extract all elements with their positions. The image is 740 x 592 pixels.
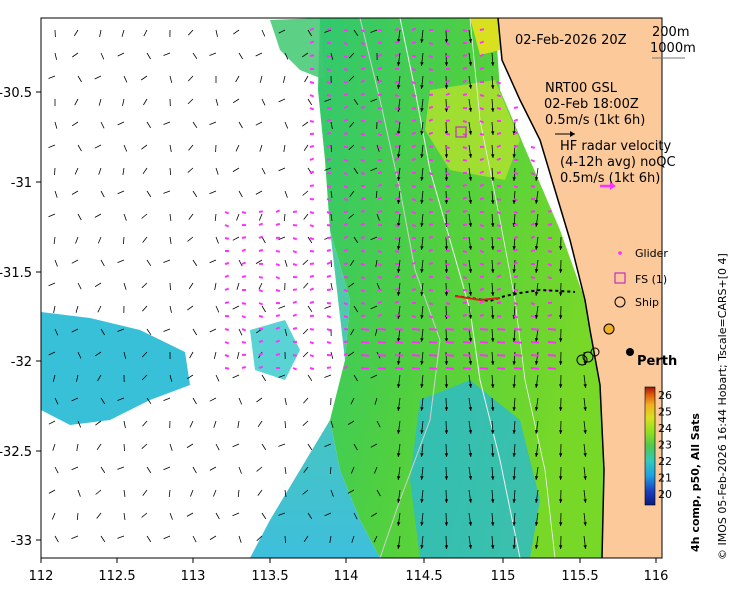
sst-mid-patches [250, 320, 300, 380]
hf-radar-scale-arrowhead [610, 182, 616, 190]
colorbar-label: 4h comp, p50, All Sats [689, 413, 702, 552]
y-tick-label: -33 [11, 534, 32, 549]
ship-legend-label: Ship [635, 296, 659, 309]
x-axis: 112 112.5 113 113.5 114 114.5 115 115.5 116 [29, 558, 669, 584]
isobath-inner [469, 18, 556, 558]
x-tick-label: 115.5 [561, 569, 598, 584]
x-tick-label: 114 [334, 569, 359, 584]
y-tick-label: -32.5 [0, 445, 32, 460]
isobath-label-200m: 200m [652, 25, 689, 40]
hf-radar-scale: 0.5m/s (1kt 6h) [560, 171, 660, 186]
isobath-1000m [359, 18, 441, 558]
credit-text: © IMOS 05-Feb-2026 16:44 Hobart; Tscale=… [716, 253, 729, 560]
colorbar-tick-label: 24 [658, 422, 672, 435]
hf-radar-title: HF radar velocity [560, 139, 672, 154]
glider-legend-icon [618, 251, 622, 255]
isobath-200m [399, 18, 521, 558]
x-tick-label: 113.5 [251, 569, 288, 584]
x-tick-label: 113 [181, 569, 206, 584]
colorbar [644, 386, 656, 506]
sst-warm-patch-top [470, 18, 500, 55]
fs-station-marker [455, 126, 467, 138]
colorbar-tick-label: 25 [658, 406, 672, 419]
hf-radar-vectors [224, 27, 557, 371]
y-tick-label: -31.5 [0, 266, 32, 281]
ship-marker [603, 323, 615, 335]
fs-legend-label: FS (1) [635, 273, 667, 286]
sst-western-plume [41, 312, 190, 425]
datetime-label: 02-Feb-2026 20Z [515, 33, 627, 48]
colorbar-tick-label: 22 [658, 455, 672, 468]
colorbar-tick-label: 21 [658, 472, 672, 485]
nrt-title: NRT00 GSL [545, 81, 618, 96]
ship-legend-icon [614, 296, 626, 308]
colorbar-tick-label: 23 [658, 439, 672, 452]
x-tick-label: 116 [644, 569, 669, 584]
colorbar-tick-label: 20 [658, 488, 672, 501]
y-tick-label: -32 [11, 355, 32, 370]
perth-label: Perth [637, 354, 677, 369]
nrt-scale-arrowhead [570, 131, 575, 137]
isobath-label-1000m: 1000m [650, 41, 696, 56]
y-tick-label: -30.5 [0, 86, 32, 101]
sst-shelf-band [318, 18, 605, 558]
fs-legend-icon [614, 272, 626, 284]
x-tick-label: 112.5 [98, 569, 135, 584]
sst-warm-patch-north [425, 80, 520, 180]
land-australia [498, 18, 662, 558]
colorbar-tick-label: 26 [658, 389, 672, 402]
nrt-time: 02-Feb 18:00Z [544, 97, 639, 112]
nrt-scale: 0.5m/s (1kt 6h) [545, 113, 645, 128]
ship-marker [582, 351, 594, 363]
coastline [497, 18, 605, 558]
perth-marker [626, 348, 634, 356]
colorbar-ticks: 26 25 24 23 22 21 20 [658, 389, 672, 501]
ship-marker [590, 347, 600, 357]
x-tick-label: 115 [491, 569, 516, 584]
y-tick-label: -31 [11, 176, 32, 191]
red-track [454, 295, 501, 302]
sst-offshore-margin [250, 230, 380, 558]
current-vectors [48, 29, 587, 550]
sst-north-patches [270, 18, 325, 80]
y-axis: -30.5 -31 -31.5 -32 -32.5 -33 [0, 86, 41, 549]
hf-radar-subtitle: (4-12h avg) noQC [560, 155, 676, 170]
sst-cool-patch-south [410, 380, 540, 558]
x-tick-label: 114.5 [405, 569, 442, 584]
ship-marker [576, 354, 588, 366]
x-tick-label: 112 [29, 569, 54, 584]
glider-legend-label: Glider [635, 247, 668, 260]
plot-frame [40, 17, 663, 559]
